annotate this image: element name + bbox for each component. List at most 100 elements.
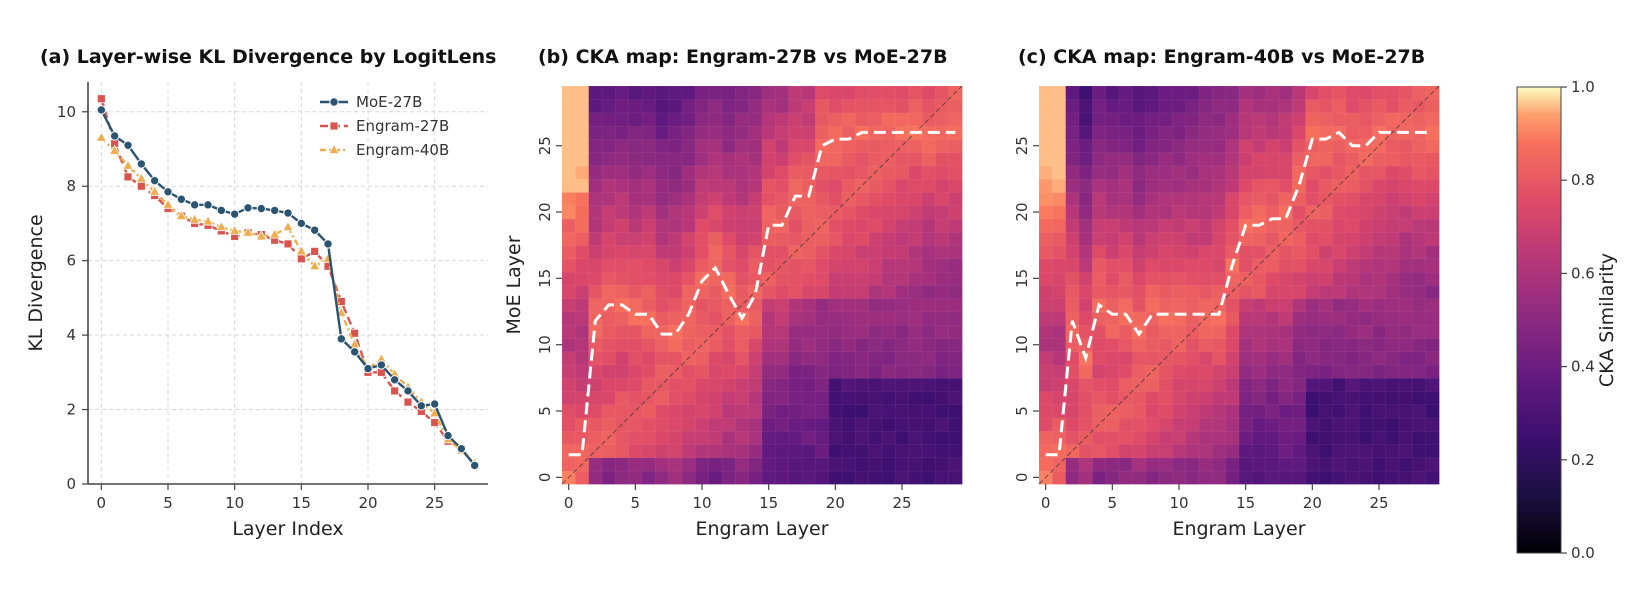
heatmap-cell	[1305, 364, 1320, 379]
y-tick-label: 4	[66, 326, 76, 344]
panel-a-title: (a) Layer-wise KL Divergence by LogitLen…	[40, 46, 496, 68]
heatmap-cell	[1078, 178, 1093, 193]
heatmap-cell	[855, 218, 870, 233]
heatmap-cell	[735, 457, 750, 472]
heatmap-cell	[1278, 364, 1293, 379]
heatmap-cell	[1292, 470, 1307, 485]
heatmap-cell	[1292, 457, 1307, 472]
heatmap-cell	[948, 430, 963, 445]
heatmap-cell	[575, 284, 590, 299]
heatmap-cell	[948, 231, 963, 246]
heatmap-cell	[1305, 390, 1320, 406]
heatmap-cell	[1118, 125, 1133, 140]
heatmap-cell	[575, 417, 590, 432]
data-point	[336, 334, 347, 344]
heatmap-cell	[1385, 178, 1400, 193]
heatmap-cell	[1252, 377, 1267, 392]
heatmap-cell	[1252, 284, 1267, 299]
heatmap-cell	[1425, 351, 1440, 366]
heatmap-cell	[588, 99, 603, 114]
heatmap-cell	[1212, 377, 1227, 392]
heatmap-cell	[1198, 231, 1213, 246]
heatmap-cell	[868, 231, 883, 246]
heatmap-cell	[801, 443, 816, 459]
heatmap-cell	[1198, 351, 1213, 366]
heatmap-cell	[801, 470, 816, 485]
heatmap-cell	[855, 311, 870, 326]
heatmap-cell	[1212, 258, 1227, 273]
heatmap-cell	[1052, 298, 1067, 313]
heatmap-cell	[815, 205, 830, 220]
heatmap-cell	[1372, 298, 1387, 313]
heatmap-cell	[601, 165, 616, 180]
heatmap-cell	[1185, 430, 1200, 445]
heatmap-cell	[1278, 417, 1293, 432]
heatmap-cell	[908, 218, 923, 233]
heatmap-cell	[1372, 112, 1387, 127]
heatmap-cell	[708, 417, 723, 432]
heatmap-cell	[561, 390, 576, 406]
heatmap-cell	[575, 244, 590, 260]
heatmap-cell	[1078, 165, 1093, 180]
heatmap-cell	[1198, 99, 1213, 114]
heatmap-cell	[1305, 231, 1320, 246]
heatmap-cell	[1292, 417, 1307, 432]
heatmap-cell	[1332, 112, 1347, 127]
heatmap-cell	[1425, 99, 1440, 114]
heatmap-cell	[1145, 165, 1160, 180]
heatmap-cell	[1118, 470, 1133, 485]
heatmap-cell	[748, 244, 763, 260]
heatmap-cell	[681, 152, 696, 167]
heatmap-cell	[601, 258, 616, 273]
heatmap-cell	[1198, 165, 1213, 180]
heatmap-cell	[628, 351, 643, 366]
heatmap-cell	[828, 443, 843, 459]
heatmap-cell	[561, 258, 576, 273]
heatmap-cell	[788, 430, 803, 445]
heatmap-cell	[1118, 205, 1133, 220]
heatmap-cell	[668, 430, 683, 445]
heatmap-cell	[895, 244, 910, 260]
heatmap-cell	[1212, 244, 1227, 260]
heatmap-cell	[1278, 430, 1293, 445]
heatmap-cell	[708, 284, 723, 299]
heatmap-cell	[1185, 470, 1200, 485]
heatmap-cell	[1172, 390, 1187, 406]
heatmap-cell	[1172, 457, 1187, 472]
heatmap-cell	[1225, 470, 1240, 485]
heatmap-cell	[735, 271, 750, 286]
heatmap-cell	[815, 165, 830, 180]
heatmap-cell	[1212, 430, 1227, 445]
heatmap-cell	[828, 457, 843, 472]
heatmap-cell	[881, 364, 896, 379]
heatmap-cell	[935, 205, 950, 220]
heatmap-cell	[615, 125, 630, 140]
heatmap-cell	[1158, 205, 1173, 220]
heatmap-cell	[921, 443, 936, 459]
heatmap-cell	[601, 112, 616, 127]
y-tick-label: 5	[536, 406, 554, 416]
heatmap-cell	[1238, 258, 1253, 273]
data-point	[202, 215, 214, 226]
heatmap-cell	[1425, 165, 1440, 180]
heatmap-cell	[1318, 85, 1333, 100]
heatmap-cell	[1292, 271, 1307, 286]
heatmap-cell	[908, 271, 923, 286]
heatmap-cell	[868, 205, 883, 220]
heatmap-cell	[1372, 364, 1387, 379]
data-point	[283, 239, 293, 249]
heatmap-cell	[1398, 443, 1413, 459]
heatmap-cell	[868, 218, 883, 233]
heatmap-cell	[615, 85, 630, 100]
heatmap-cell	[1092, 337, 1107, 352]
heatmap-cell	[601, 351, 616, 366]
heatmap-cell	[721, 191, 736, 207]
heatmap-cell	[935, 337, 950, 352]
heatmap-cell	[1412, 152, 1427, 167]
heatmap-cell	[908, 165, 923, 180]
heatmap-cell	[1278, 377, 1293, 392]
heatmap-cell	[908, 284, 923, 299]
heatmap-cell	[1185, 390, 1200, 406]
heatmap-cell	[1038, 337, 1053, 352]
heatmap-cell	[1305, 125, 1320, 140]
